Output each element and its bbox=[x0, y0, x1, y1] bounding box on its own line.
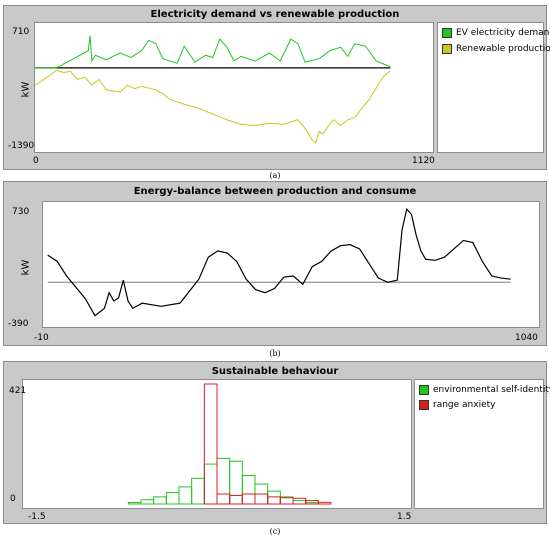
panel-b-y-min-label: -390 bbox=[8, 319, 29, 329]
panel-c-x-min-label: -1.5 bbox=[28, 512, 46, 522]
range-anxiety-bar bbox=[267, 496, 281, 505]
self-identity-bar bbox=[292, 500, 307, 505]
panel-c-y-max-label: 421 bbox=[9, 386, 27, 396]
renewable-line bbox=[35, 69, 391, 144]
panel-a-plot-area bbox=[34, 22, 434, 153]
range-anxiety-bar bbox=[216, 493, 231, 505]
range-anxiety-bar bbox=[279, 497, 294, 505]
legend-item-self-identity: environmental self-identity bbox=[419, 384, 550, 396]
self-identity-bar bbox=[165, 492, 180, 505]
panel-b-y-axis-label: kW bbox=[20, 259, 32, 276]
self-identity-bar bbox=[127, 502, 142, 505]
panel-a: Electricity demand vs renewable producti… bbox=[3, 5, 550, 170]
self-identity-bar bbox=[191, 477, 205, 505]
legend-label-ev-demand: EV electricity demand bbox=[456, 28, 550, 38]
range-anxiety-swatch bbox=[419, 400, 429, 410]
legend-label-range-anxiety: range anxiety bbox=[433, 400, 496, 410]
caption-c: (c) bbox=[269, 527, 281, 536]
self-identity-bar bbox=[140, 499, 155, 505]
self-identity-bar bbox=[203, 463, 218, 505]
panel-a-y-axis-label: kW bbox=[20, 81, 32, 98]
panel-a-x-min-label: 0 bbox=[33, 156, 39, 166]
panel-a-y-min-label: -1390 bbox=[8, 141, 35, 151]
legend-item-ev-demand: EV electricity demand bbox=[442, 27, 550, 39]
panel-b-chart bbox=[47, 207, 511, 317]
self-identity-bar bbox=[267, 490, 281, 505]
range-anxiety-bar bbox=[254, 493, 269, 505]
panel-b-x-min-label: -10 bbox=[34, 333, 49, 343]
panel-c-chart bbox=[127, 383, 332, 505]
range-anxiety-bar bbox=[292, 497, 307, 505]
panel-b: Energy-balance between production and co… bbox=[3, 181, 547, 346]
panel-c: Sustainable behaviour 421 0 -1.5 1.5 env… bbox=[3, 361, 550, 524]
range-anxiety-bar bbox=[241, 493, 256, 505]
panel-a-legend: EV electricity demand Renewable producti… bbox=[437, 22, 550, 153]
legend-label-renewable: Renewable production bbox=[456, 44, 550, 54]
panel-a-chart bbox=[35, 35, 391, 144]
panel-c-plot-area bbox=[22, 379, 412, 509]
caption-a: (a) bbox=[269, 171, 281, 180]
panel-b-plot-area bbox=[42, 201, 540, 328]
range-anxiety-bar bbox=[229, 494, 243, 505]
self-identity-bar bbox=[216, 457, 231, 505]
panel-b-y-max-label: 730 bbox=[12, 207, 30, 217]
panel-a-y-max-label: 710 bbox=[12, 27, 30, 37]
legend-item-range-anxiety: range anxiety bbox=[419, 399, 495, 411]
self-identity-bar bbox=[178, 486, 193, 505]
range-anxiety-bar bbox=[203, 383, 218, 505]
ev-demand-line bbox=[35, 35, 391, 69]
panel-a-x-max-label: 1120 bbox=[412, 156, 435, 166]
panel-c-y-min-label: 0 bbox=[10, 494, 16, 504]
energy-balance-line bbox=[47, 207, 511, 317]
renewable-swatch bbox=[442, 44, 452, 54]
caption-b: (b) bbox=[269, 349, 281, 358]
legend-label-self-identity: environmental self-identity bbox=[433, 385, 550, 395]
range-anxiety-bar bbox=[317, 501, 332, 505]
panel-c-legend: environmental self-identity range anxiet… bbox=[414, 379, 550, 509]
panel-b-x-max-label: 1040 bbox=[515, 333, 538, 343]
self-identity-bar bbox=[153, 496, 167, 505]
self-identity-bar bbox=[229, 460, 243, 505]
panel-b-title: Energy-balance between production and co… bbox=[133, 186, 417, 197]
legend-item-renewable: Renewable production bbox=[442, 43, 550, 55]
panel-c-title: Sustainable behaviour bbox=[211, 366, 339, 377]
self-identity-bar bbox=[241, 474, 256, 505]
panel-c-x-max-label: 1.5 bbox=[397, 512, 412, 522]
panel-a-title: Electricity demand vs renewable producti… bbox=[150, 9, 400, 20]
ev-demand-swatch bbox=[442, 28, 452, 38]
self-identity-swatch bbox=[419, 385, 429, 395]
